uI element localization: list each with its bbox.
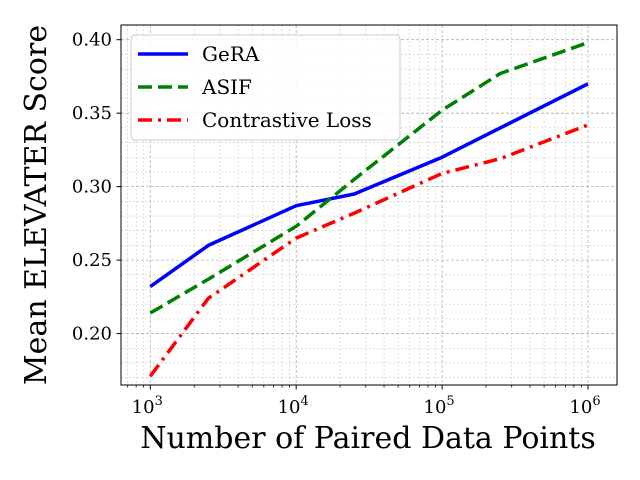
y-tick-label: 0.25 xyxy=(72,250,112,271)
series-lines xyxy=(148,40,589,378)
series-line-gera xyxy=(149,82,589,289)
x-axis-label: Number of Paired Data Points xyxy=(140,421,596,456)
y-tick-label: 0.20 xyxy=(72,324,112,345)
legend-box xyxy=(130,34,401,141)
plot-frame xyxy=(120,24,618,386)
legend: GeRA ASIF Contrastive Loss xyxy=(130,34,401,141)
legend-label: ASIF xyxy=(201,75,252,99)
series-line-contrastive-loss xyxy=(148,123,589,378)
axis-ticks: 103 104 105 106 0.20 0.25 0.30 0.35 0.40 xyxy=(72,30,601,418)
legend-label: Contrastive Loss xyxy=(202,108,372,132)
y-tick-label: 0.40 xyxy=(72,30,112,51)
legend-label: GeRA xyxy=(202,42,260,66)
x-tick-label: 104 xyxy=(278,394,309,418)
x-tick-label: 103 xyxy=(132,394,163,418)
series-line-asif xyxy=(149,40,589,315)
y-axis-label: Mean ELEVATER Score xyxy=(19,25,54,385)
y-tick-label: 0.30 xyxy=(72,177,112,198)
y-tick-label: 0.35 xyxy=(72,103,112,124)
x-tick-label: 105 xyxy=(424,394,455,418)
x-tick-label: 106 xyxy=(569,394,600,418)
